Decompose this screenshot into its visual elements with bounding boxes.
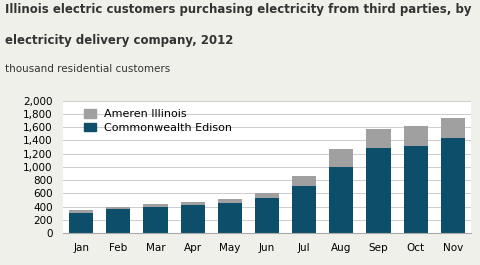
Bar: [254, 193, 278, 198]
Bar: [440, 118, 464, 138]
Bar: [291, 186, 315, 233]
Bar: [69, 210, 93, 213]
Bar: [328, 149, 353, 167]
Bar: [403, 126, 427, 146]
Bar: [366, 129, 390, 148]
Bar: [328, 167, 353, 233]
Bar: [366, 148, 390, 233]
Legend: Ameren Illinois, Commonwealth Edison: Ameren Illinois, Commonwealth Edison: [84, 109, 232, 133]
Bar: [440, 138, 464, 233]
Text: Illinois electric customers purchasing electricity from third parties, by: Illinois electric customers purchasing e…: [5, 3, 470, 16]
Bar: [180, 202, 204, 205]
Bar: [291, 176, 315, 186]
Bar: [217, 199, 241, 203]
Bar: [143, 207, 167, 233]
Bar: [180, 205, 204, 233]
Bar: [106, 209, 130, 233]
Text: thousand residential customers: thousand residential customers: [5, 64, 170, 74]
Bar: [106, 207, 130, 209]
Bar: [254, 198, 278, 233]
Text: electricity delivery company, 2012: electricity delivery company, 2012: [5, 34, 233, 47]
Bar: [143, 204, 167, 207]
Bar: [217, 203, 241, 233]
Bar: [403, 146, 427, 233]
Bar: [69, 213, 93, 233]
